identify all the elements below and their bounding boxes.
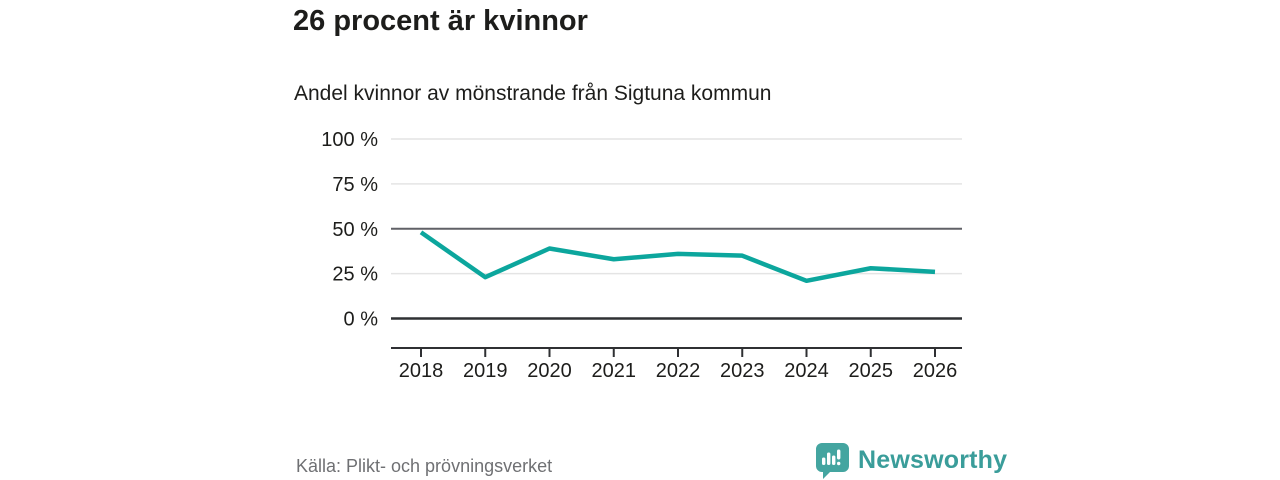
y-tick-label: 0 %	[344, 309, 379, 331]
x-tick-label: 2026	[913, 360, 958, 382]
x-tick-label: 2024	[784, 360, 829, 382]
x-axis-group	[391, 347, 962, 357]
bar-chart-speech-bubble-icon	[816, 443, 849, 479]
newsworthy-logo: Newsworthy	[814, 442, 1007, 479]
source-note: Källa: Plikt- och prövningsverket	[296, 456, 553, 476]
chart-title: 26 procent är kvinnor	[293, 5, 588, 37]
y-tick-label: 75 %	[332, 174, 378, 196]
series-group	[419, 230, 936, 284]
x-tick-label: 2021	[592, 360, 637, 382]
x-tick-label: 2023	[720, 360, 765, 382]
y-tick-label: 100 %	[321, 129, 378, 151]
logo-text: Newsworthy	[858, 446, 1008, 474]
gridlines-group	[391, 138, 962, 320]
x-tick-label: 2018	[399, 360, 444, 382]
chart-subtitle: Andel kvinnor av mönstrande från Sigtuna…	[294, 82, 772, 105]
x-tick-label: 2025	[849, 360, 894, 382]
y-tick-label: 50 %	[332, 219, 378, 241]
x-tick-label: 2019	[463, 360, 508, 382]
x-axis-labels-group: 2018 2019 2020 2021 2022 2023 2024 2025 2026	[399, 360, 958, 382]
x-tick-label: 2020	[527, 360, 572, 382]
trend-line	[419, 230, 936, 284]
y-axis-labels-group: 0 % 25 % 50 % 75 % 100 %	[321, 129, 378, 331]
x-tick-label: 2022	[656, 360, 701, 382]
y-tick-label: 25 %	[332, 264, 378, 286]
